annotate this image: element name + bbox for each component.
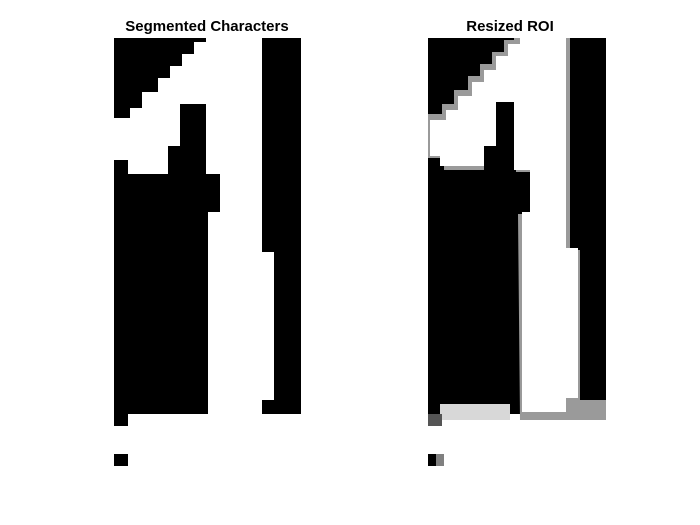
roi-speck-3 [436,454,444,466]
segmented-speck-2 [114,454,128,466]
roi-bottom-fade [440,404,510,420]
roi-glyph-stroke [430,38,578,412]
roi-speck-2 [428,454,436,466]
segmented-speck-1 [114,414,128,426]
right-panel-title: Resized ROI [466,18,554,35]
left-panel-title: Segmented Characters [125,18,289,35]
segmented-glyph-stroke [114,38,274,414]
roi-speck-1 [428,414,442,426]
